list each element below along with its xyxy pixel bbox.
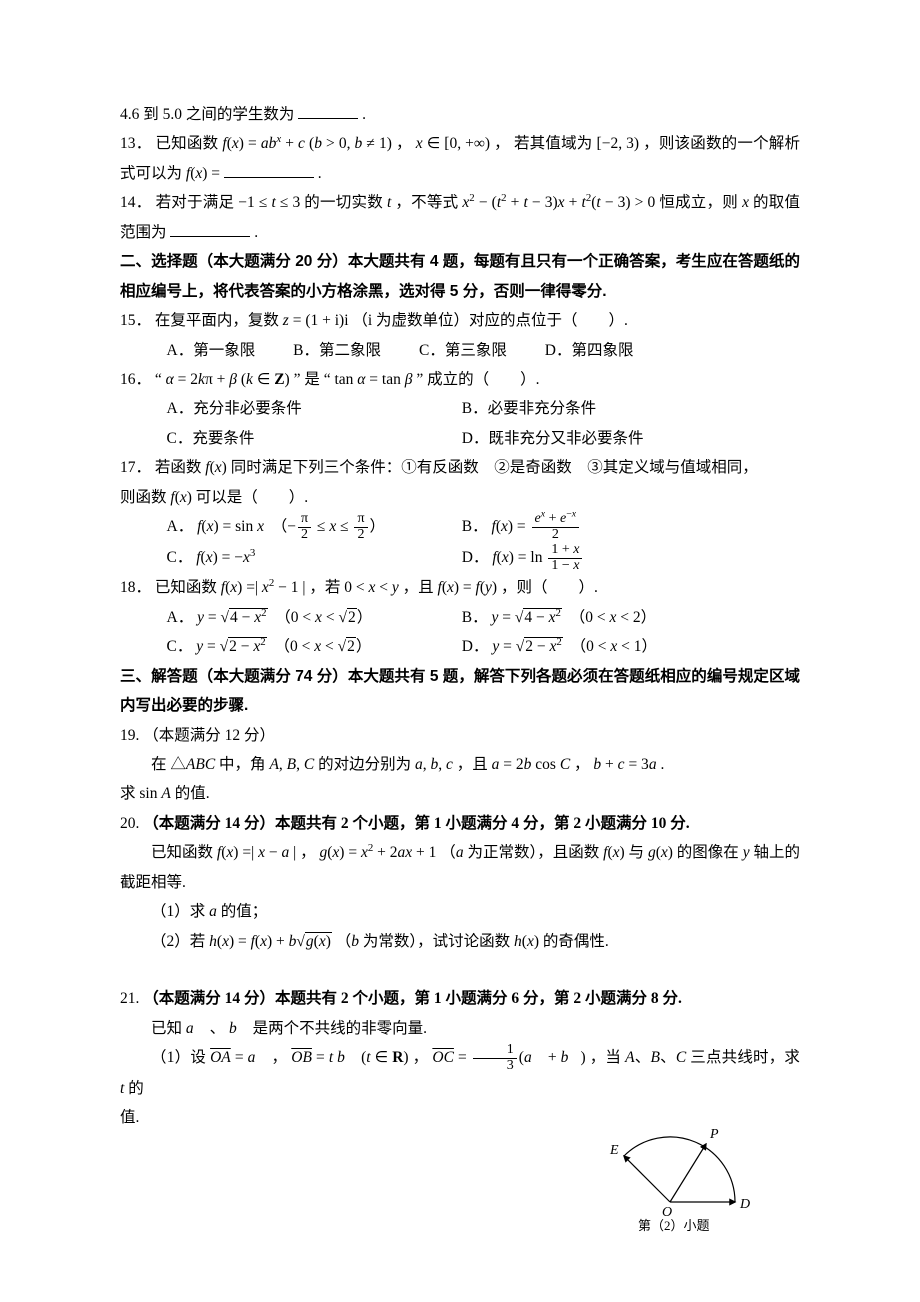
arc-dp-to-e [624, 1137, 735, 1202]
q21-num: 21. [120, 990, 139, 1007]
q21-header-text: （本题满分 14 分）本题共有 2 个小题，第 1 小题满分 6 分，第 2 小… [143, 990, 682, 1007]
q20-header-text: （本题满分 14 分）本题共有 2 个小题，第 1 小题满分 4 分，第 2 小… [143, 815, 689, 832]
label-p: P [709, 1127, 719, 1142]
q13-period: . [318, 165, 322, 182]
q16-opt-d: D．既非充分又非必要条件 [462, 424, 753, 453]
q17-options-row2: C． f(x) = −x3 D． f(x) = ln 1 + x1 − x [120, 543, 800, 574]
q17-num: 17． [120, 459, 151, 476]
q19-line1: 在 △ABC 中，角 A, B, C 的对边分别为 a, b, c ，且 a =… [120, 750, 800, 779]
spacer [120, 956, 800, 984]
q13-blank [224, 161, 314, 178]
q14-text-a: 若对于满足 −1 ≤ t ≤ 3 的一切实数 t ，不等式 [156, 194, 463, 211]
q16-opt-c: C．充要条件 [167, 424, 458, 453]
q15-opt-d: D．第四象限 [545, 336, 634, 365]
q12-period: . [362, 106, 366, 123]
figure-caption: 第（2）小题 [638, 1218, 710, 1233]
q17-opt-a: A． f(x) = sin x （−π2 ≤ x ≤ π2） [167, 512, 458, 543]
q16-options: A．充分非必要条件 B．必要非充分条件 [120, 394, 800, 423]
q16-opt-a: A．充分非必要条件 [167, 394, 458, 423]
q21-line1: 已知 a⃗ 、 b⃗ 是两个不共线的非零向量. [120, 1014, 800, 1043]
q18-options-row2: C． y = 2 − x2 （0 < x < 2） D． y = 2 − x2 … [120, 632, 800, 661]
q19-header-text: （本题满分 12 分） [143, 727, 275, 744]
q21-part1: （1）设 OA = a⃗ ， OB = t b⃗ (t ∈ R) ， OC = … [120, 1043, 800, 1103]
q20-num: 20. [120, 815, 139, 832]
vector-op [670, 1144, 706, 1202]
q14: 14． 若对于满足 −1 ≤ t ≤ 3 的一切实数 t ，不等式 x2 − (… [120, 188, 800, 247]
q13-num: 13． [120, 135, 151, 152]
q16-num: 16． [120, 371, 151, 388]
q20-header: 20. （本题满分 14 分）本题共有 2 个小题，第 1 小题满分 4 分，第… [120, 809, 800, 838]
q19-line2: 求 sin A 的值. [120, 779, 800, 808]
section3-heading: 三、解答题（本大题满分 74 分）本大题共有 5 题，解答下列各题必须在答题纸相… [120, 662, 800, 721]
label-e: E [609, 1143, 619, 1158]
q18-opt-c: C． y = 2 − x2 （0 < x < 2） [167, 632, 458, 661]
section2-heading: 二、选择题（本大题满分 20 分）本大题共有 4 题，每题有且只有一个正确答案，… [120, 247, 800, 306]
q17-opt-d: D． f(x) = ln 1 + x1 − x [462, 543, 753, 574]
q16-options-2: C．充要条件 D．既非充分又非必要条件 [120, 424, 800, 453]
vector-oe [624, 1156, 670, 1202]
q13-expr1: f(x) = abx + c (b > 0, b ≠ 1) ， x ∈ [0, … [222, 135, 510, 152]
q14-period: . [254, 224, 258, 241]
q18-stem-line: 18． 已知函数 f(x) =| x2 − 1 | ，若 0 < x < y ，… [120, 573, 800, 602]
q18-num: 18． [120, 579, 151, 596]
q14-ineq: x2 − (t2 + t − 3)x + t2(t − 3) > 0 [462, 194, 655, 211]
q15-num: 15． [120, 312, 151, 329]
q20-line1: 已知函数 f(x) =| x − a | ， g(x) = x2 + 2ax +… [120, 838, 800, 897]
q21-figure: O D E P 第（2）小题 [590, 1122, 760, 1237]
q17-opt-b: B． f(x) = ex + e−x2 [462, 512, 753, 543]
q13: 13． 已知函数 f(x) = abx + c (b > 0, b ≠ 1) ，… [120, 129, 800, 188]
q12-continuation: 4.6 到 5.0 之间的学生数为 . [120, 100, 800, 129]
label-d: D [739, 1197, 750, 1212]
q14-num: 14． [120, 194, 151, 211]
q15-opt-b: B．第二象限 [293, 336, 381, 365]
q21-header: 21. （本题满分 14 分）本题共有 2 个小题，第 1 小题满分 6 分，第… [120, 984, 800, 1013]
q15-stem-line: 15． 在复平面内，复数 z = (1 + i)i （i 为虚数单位）对应的点位… [120, 306, 800, 335]
q12-blank [298, 103, 358, 120]
q16-stem-line: 16． “ α = 2kπ + β (k ∈ Z) ” 是 “ tan α = … [120, 365, 800, 394]
q12-text: 4.6 到 5.0 之间的学生数为 [120, 106, 294, 123]
q15-opt-a: A．第一象限 [167, 336, 256, 365]
q18-opt-d: D． y = 2 − x2 （0 < x < 1） [462, 632, 753, 661]
exam-page: 4.6 到 5.0 之间的学生数为 . 13． 已知函数 f(x) = abx … [0, 0, 920, 1302]
q18-opt-b: B． y = 4 − x2 （0 < x < 2） [462, 603, 753, 632]
q16-stem: “ α = 2kπ + β (k ∈ Z) ” 是 “ tan α = tan … [155, 371, 540, 388]
q17-options-row1: A． f(x) = sin x （−π2 ≤ x ≤ π2） B． f(x) =… [120, 512, 800, 543]
q19-num: 19. [120, 727, 139, 744]
q20-part2: （2）若 h(x) = f(x) + bg(x) （b 为常数），试讨论函数 h… [120, 927, 800, 956]
q15-opt-c: C．第三象限 [419, 336, 507, 365]
q17-stem-text-b: 则函数 f(x) 可以是（ ）. [120, 489, 308, 506]
q17-stem-b: 则函数 f(x) 可以是（ ）. [120, 483, 800, 512]
q18-options-row1: A． y = 4 − x2 （0 < x < 2） B． y = 4 − x2 … [120, 603, 800, 632]
q17-stem-a: 17． 若函数 f(x) 同时满足下列三个条件：①有反函数 ②是奇函数 ③其定义… [120, 453, 800, 482]
q18-stem: 已知函数 f(x) =| x2 − 1 | ，若 0 < x < y ，且 f(… [155, 579, 598, 596]
q15-options: A．第一象限 B．第二象限 C．第三象限 D．第四象限 [120, 336, 800, 365]
q17-opt-c: C． f(x) = −x3 [167, 543, 458, 572]
q16-opt-b: B．必要非充分条件 [462, 394, 753, 423]
q13-expr2: f(x) = [186, 165, 224, 182]
q17-stem-text-a: 若函数 f(x) 同时满足下列三个条件：①有反函数 ②是奇函数 ③其定义域与值域… [155, 459, 758, 476]
q19-header: 19. （本题满分 12 分） [120, 721, 800, 750]
q15-stem: 在复平面内，复数 z = (1 + i)i （i 为虚数单位）对应的点位于（ ）… [155, 312, 628, 329]
q20-part1: （1）求 a 的值； [120, 897, 800, 926]
q14-blank [170, 220, 250, 237]
q13-text-a: 已知函数 [155, 135, 222, 152]
q18-opt-a: A． y = 4 − x2 （0 < x < 2） [167, 603, 458, 632]
